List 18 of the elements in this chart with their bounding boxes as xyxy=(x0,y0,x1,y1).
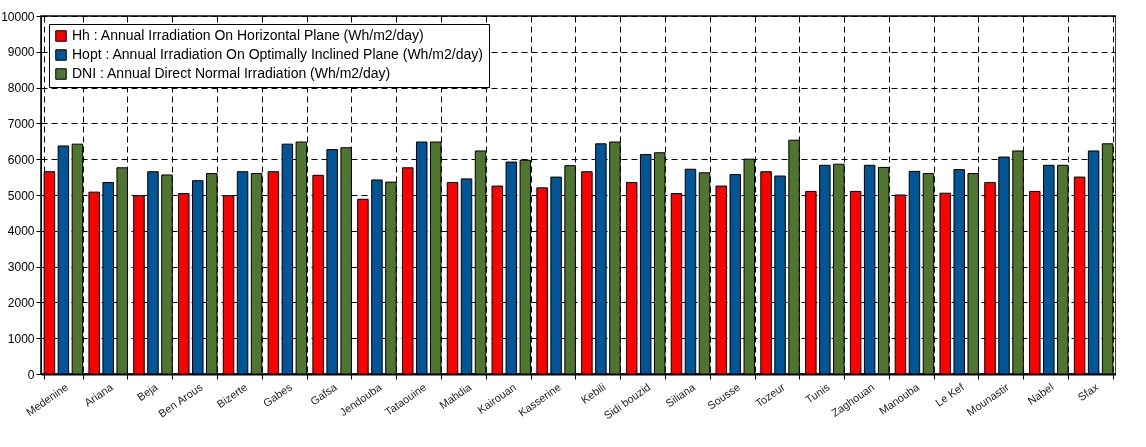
y-tick-label: 7000 xyxy=(7,116,35,131)
x-tick-label: Beja xyxy=(134,380,161,404)
y-tick-label: 4000 xyxy=(7,224,35,239)
y-tick-label: 5000 xyxy=(7,188,35,203)
legend-label: DNI : Annual Direct Normal Irradiation (Wh/m2/day) xyxy=(72,65,391,81)
y-tick-label: 2000 xyxy=(7,295,35,310)
y-tick-label: 8000 xyxy=(7,81,35,96)
y-tick-label: 9000 xyxy=(7,45,35,60)
legend-label: Hh : Annual Irradiation On Horizontal Plane (Wh/m2/day) xyxy=(72,27,424,43)
x-tick-label: Le Kef xyxy=(933,380,967,409)
y-tick-label: 1000 xyxy=(7,331,35,346)
legend-label: Hopt : Annual Irradiation On Optimally Inclined Plane (Wh/m2/day) xyxy=(72,46,483,62)
x-tick-label: Tunis xyxy=(803,380,833,406)
y-tick-label: 10000 xyxy=(1,9,35,24)
y-tick-label: 0 xyxy=(27,367,35,382)
y-tick-label: 3000 xyxy=(7,260,35,275)
y-tick-label: 6000 xyxy=(7,152,35,167)
x-tick-label: Sfax xyxy=(1075,380,1101,404)
